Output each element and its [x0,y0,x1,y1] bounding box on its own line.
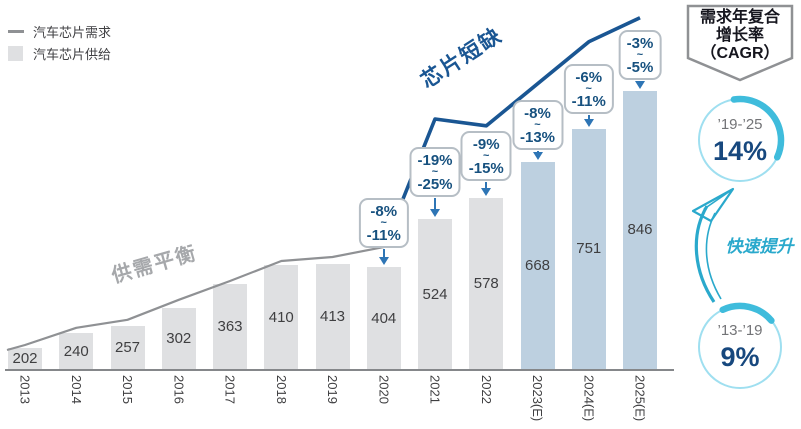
shortage-callout-2024(E): -6% ~ -11% [563,64,614,114]
bar-value-label: 668 [524,256,551,274]
callout-arrow-head-icon [532,151,543,160]
cagr-recent-period: ’19-’25 [717,116,763,133]
legend-demand-label: 汽车芯片需求 [33,24,112,40]
growth-trend-label: 快速提升 [725,237,794,256]
cagr-badge-title: 需求年复合 增长率 （CAGR） [686,9,794,63]
x-axis-label-2016: 2016 [171,375,187,404]
legend-supply-label: 汽车芯片供给 [33,46,112,62]
x-axis-label-2022: 2022 [478,375,494,404]
bar-value-label: 202 [12,350,38,368]
cagr-recent-value: 14% [712,136,768,166]
badge-line-3: （CAGR） [700,45,780,62]
shortage-to: -11% [366,227,401,244]
x-axis-label-2019: 2019 [325,375,340,404]
callout-arrow-head-icon [635,80,645,89]
x-axis-label-2021: 2021 [427,375,443,404]
cagr-past-period: ’13-’19 [717,322,763,339]
cagr-past-value: 9% [720,342,760,372]
supply-bar-swatch-icon [8,45,23,61]
badge-line-1: 需求年复合 [699,9,780,26]
x-axis-label-2020: 2020 [376,375,392,404]
shortage-callout-2021: -19% ~ -25% [409,147,461,197]
legend: 汽车芯片需求 汽车芯片供给 [8,20,111,64]
shortage-callout-2023(E): -8% ~ -13% [511,100,564,150]
bar-value-label: 578 [473,274,499,292]
supply-bar-2013: 202 [8,348,42,369]
shortage-callout-2025(E): -3% ~ -5% [618,30,662,80]
x-axis-label-2025(E): 2025(E) [632,375,648,422]
shortage-to: -11% [571,93,606,110]
x-axis-label-2018: 2018 [273,375,289,404]
shortage-callout-2022: -9% ~ -15% [460,131,512,181]
shortage-to: -5% [626,59,654,76]
demand-line-swatch-icon [8,29,24,33]
x-axis-label-2014: 2014 [68,375,84,404]
badge-line-2: 增长率 [715,27,764,44]
x-axis-label-2013: 2013 [17,375,33,404]
callout-arrow-head-icon [430,209,440,218]
x-axis-label-2017: 2017 [222,375,238,404]
shortage-to: -13% [519,129,556,146]
x-axis-label-2023(E): 2023(E) [530,375,545,422]
x-axis-label-2024(E): 2024(E) [581,375,597,422]
legend-item-demand: 汽车芯片需求 [8,20,111,42]
legend-item-supply: 汽车芯片供给 [8,42,111,64]
bar-value-label: 524 [422,285,448,303]
callout-arrow-head-icon [481,187,492,196]
x-axis-label-2015: 2015 [120,375,135,404]
callout-arrow-head-icon [378,257,389,266]
shortage-to: -25% [417,176,453,193]
shortage-to: -15% [468,160,504,177]
callout-arrow-head-icon [583,118,594,127]
shortage-callout-2020: -8% ~ -11% [358,198,409,248]
x-axis [5,369,674,371]
